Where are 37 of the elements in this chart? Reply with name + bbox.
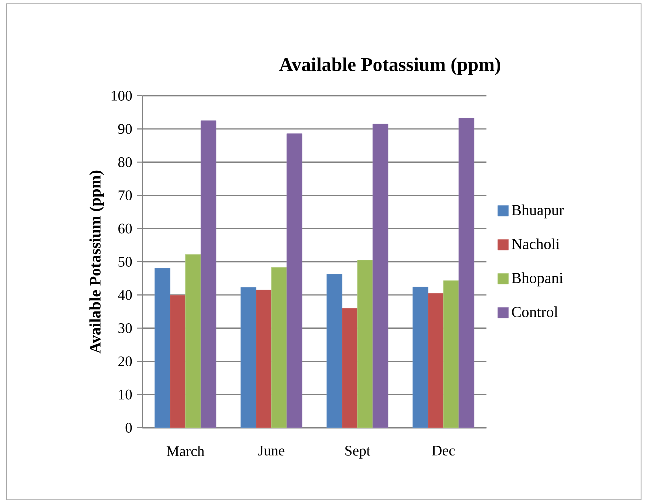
bar	[240, 287, 257, 428]
legend-label: Nacholi	[512, 238, 560, 250]
y-tick-label: 20	[118, 356, 132, 367]
bar	[357, 260, 374, 428]
bar	[443, 280, 460, 428]
legend-label: Bhopani	[512, 272, 564, 287]
y-tick-label: 40	[118, 290, 132, 300]
chart-title: Available Potassium (ppm)	[280, 58, 500, 76]
bar	[271, 267, 288, 428]
legend-label: Control	[512, 306, 558, 318]
y-tick-label: 90	[118, 124, 132, 134]
y-tick-label: 70	[118, 190, 132, 201]
bar	[154, 268, 171, 428]
y-tick-label: 30	[118, 323, 132, 334]
bar	[428, 293, 444, 428]
y-tick-label: 80	[118, 157, 132, 168]
bar	[458, 118, 475, 428]
bar	[256, 290, 272, 428]
y-tick-label: 0	[126, 423, 132, 433]
x-tick-label: March	[166, 446, 205, 456]
x-tick-label: Sept	[346, 446, 371, 459]
bar	[185, 254, 202, 428]
y-tick-label: 10	[119, 390, 132, 400]
y-axis-title: Available Potassium (ppm)	[90, 170, 104, 354]
y-tick-label: 50	[118, 257, 132, 267]
y-tick-label: 100	[112, 91, 132, 101]
bar	[200, 120, 217, 428]
bar	[170, 295, 186, 428]
bar	[326, 274, 343, 428]
bar	[412, 287, 429, 428]
bar	[342, 308, 358, 428]
bar	[286, 134, 303, 428]
bar	[372, 124, 389, 428]
y-tick-label: 60	[118, 224, 132, 234]
x-tick-label: Dec	[432, 446, 456, 456]
x-tick-label: June	[258, 446, 285, 456]
legend-label: Bhuapur	[512, 204, 564, 219]
